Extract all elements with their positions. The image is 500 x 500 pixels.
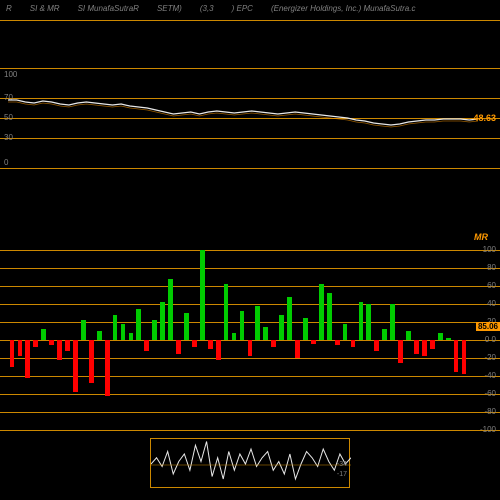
mr-bar	[279, 315, 284, 340]
mr-bar	[430, 340, 435, 349]
mr-bar	[287, 297, 292, 340]
header-col-3: SI MunafaSutraR	[78, 4, 139, 16]
mr-bar	[263, 327, 268, 341]
mr-bar	[303, 318, 308, 341]
mr-bar	[366, 304, 371, 340]
mr-bars	[8, 250, 468, 430]
axis-label: 100	[483, 245, 496, 254]
mr-bar	[224, 284, 229, 340]
axis-label: 60	[487, 281, 496, 290]
axis-label: -80	[484, 407, 496, 416]
mr-bar	[81, 320, 86, 340]
mr-bar	[113, 315, 118, 340]
axis-label: -40	[484, 371, 496, 380]
rsi-value-label: 48.63	[473, 113, 496, 123]
mr-bar	[255, 306, 260, 340]
mr-bar	[208, 340, 213, 349]
mr-bar	[144, 340, 149, 351]
mr-value-label: 85.06	[476, 322, 500, 331]
mr-bar	[97, 331, 102, 340]
mr-bar	[446, 338, 451, 340]
header-col-4: SETM)	[157, 4, 182, 16]
mr-bar	[216, 340, 221, 360]
header-col-5: (3,3	[200, 4, 214, 16]
grid-line	[0, 168, 500, 169]
mr-bar	[89, 340, 94, 383]
header-row: R SI & MR SI MunafaSutraR SETM) (3,3 ) E…	[0, 0, 500, 20]
axis-label: -100	[480, 425, 496, 434]
mr-bar	[271, 340, 276, 347]
grid-line	[0, 430, 500, 431]
mr-bar	[295, 340, 300, 358]
mr-bar	[311, 340, 316, 344]
mr-bar	[390, 304, 395, 340]
mr-bar	[382, 329, 387, 340]
mr-bar	[327, 293, 332, 340]
mr-bar	[454, 340, 459, 372]
mr-bar	[232, 333, 237, 340]
axis-label: -60	[484, 389, 496, 398]
mini-label-1: -34	[337, 461, 347, 468]
mr-bar	[343, 324, 348, 340]
mr-bar	[168, 279, 173, 340]
mr-bar	[41, 329, 46, 340]
mr-bar	[200, 250, 205, 340]
mr-bar	[73, 340, 78, 392]
header-col-2: SI & MR	[30, 4, 60, 16]
mini-line-chart	[151, 439, 351, 489]
header-col-7: (Energizer Holdings, Inc.) MunafaSutra.c	[271, 4, 416, 16]
mr-bar	[184, 313, 189, 340]
axis-label: 0 0	[485, 335, 496, 344]
mr-bar	[248, 340, 253, 356]
mr-bar	[406, 331, 411, 340]
mr-bar	[335, 340, 340, 345]
mr-bar	[25, 340, 30, 378]
header-col-6: ) EPC	[232, 4, 253, 16]
rsi-panel: 0305070100 48.63	[0, 68, 500, 168]
mr-bar	[152, 320, 157, 340]
rsi-line-chart	[0, 68, 500, 168]
mr-bar	[319, 284, 324, 340]
mr-bar	[414, 340, 419, 354]
mr-bar	[49, 340, 54, 345]
mr-bar	[105, 340, 110, 396]
mr-bar	[422, 340, 427, 356]
axis-label: 40	[487, 299, 496, 308]
mini-label-2: -17	[337, 471, 347, 478]
mr-bar	[374, 340, 379, 351]
axis-label: 80	[487, 263, 496, 272]
mr-bar	[18, 340, 23, 356]
mr-bar	[462, 340, 467, 374]
axis-label: -20	[484, 353, 496, 362]
mr-bar	[176, 340, 181, 354]
mr-bar	[65, 340, 70, 351]
mr-bar	[136, 309, 141, 341]
mr-bar	[129, 333, 134, 340]
mr-bar	[10, 340, 15, 367]
top-divider	[0, 20, 500, 21]
mini-chart-panel: -34 -17	[150, 438, 350, 488]
header-col-1: R	[6, 4, 12, 16]
mr-bar	[160, 302, 165, 340]
mr-bar	[33, 340, 38, 347]
mr-bar	[351, 340, 356, 347]
mr-bar	[121, 324, 126, 340]
mr-bar	[192, 340, 197, 347]
mr-bar	[398, 340, 403, 363]
mr-label: MR	[474, 232, 488, 242]
mr-bar	[359, 302, 364, 340]
mr-bar	[57, 340, 62, 360]
mr-bar	[240, 311, 245, 340]
mr-panel: MR -100-80-60-40-200 020406080100 85.06	[0, 250, 500, 430]
mr-bar	[438, 333, 443, 340]
